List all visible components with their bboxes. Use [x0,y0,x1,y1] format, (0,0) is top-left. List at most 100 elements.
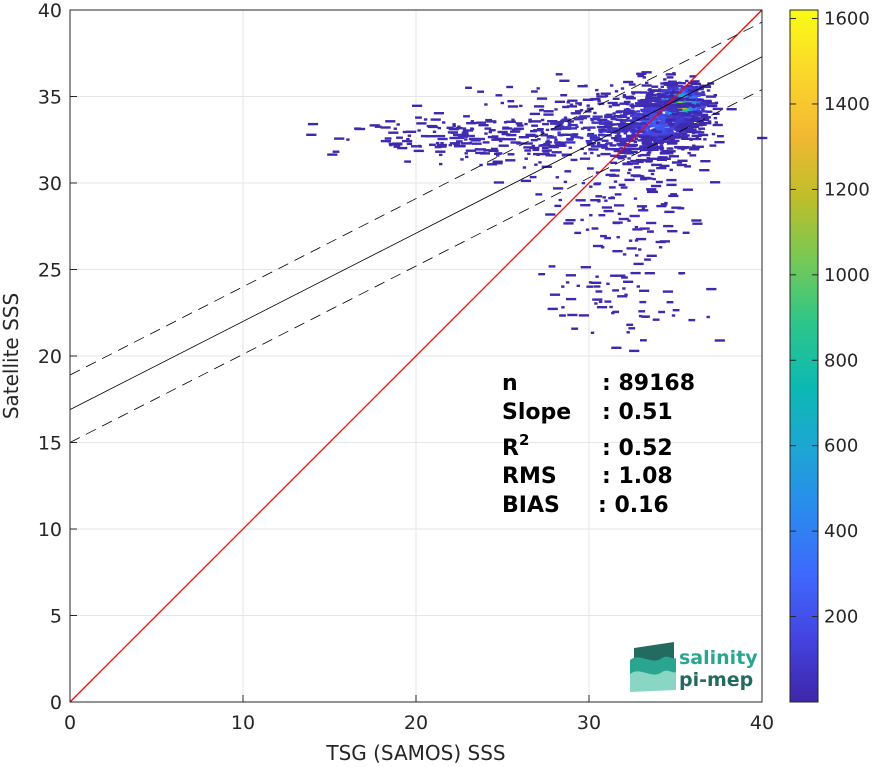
density-cell [601,246,605,249]
density-cell [492,160,503,163]
y-tick-label: 0 [50,692,62,714]
density-cell [559,314,566,317]
density-cell [501,132,509,136]
density-cell [618,217,629,221]
density-cell [449,142,460,145]
density-cell [434,145,442,149]
density-cell [464,138,468,141]
density-cell [701,91,705,94]
density-cell [709,144,717,147]
density-cell [604,300,612,303]
density-cell [691,219,702,222]
density-cell [484,132,488,135]
density-cell [689,148,700,151]
density-cell [406,137,410,141]
density-cell [516,142,527,145]
density-cell [478,124,489,127]
density-cell [643,110,654,114]
density-cell [691,137,702,141]
density-cell [465,149,476,152]
density-cell [561,154,566,157]
density-cell [636,285,640,288]
density-cell [623,111,634,115]
density-cell [692,111,703,115]
density-cell [619,141,627,145]
density-cell [448,128,459,131]
density-cell [636,110,640,113]
density-cell [486,163,498,166]
density-cell [627,171,631,175]
density-cell [701,113,708,117]
density-cell [671,112,679,116]
density-cell [695,105,706,109]
density-cell [602,125,613,129]
line-regression-upper [69,21,763,376]
density-cell [641,84,652,87]
density-cell [439,162,443,166]
density-cell [415,116,422,119]
density-cell [622,95,633,99]
density-cell [643,125,651,128]
density-cell [483,149,494,152]
density-cell [523,146,534,149]
density-cell [507,105,519,108]
density-cell [606,120,610,123]
density-cell [682,118,687,121]
density-cell [654,147,665,150]
density-cell [446,126,454,129]
density-cell [607,128,612,132]
density-cell [645,177,653,180]
density-cell [442,121,446,124]
density-cell [676,112,687,115]
density-cell [630,104,641,108]
density-cell [457,125,461,129]
density-cell [520,179,531,183]
density-cell [612,310,620,314]
density-cell [651,146,655,149]
density-cell [670,92,674,96]
density-cell [611,123,622,126]
density-cell [655,116,659,119]
stat-n-value: : 89168 [602,371,695,396]
density-cell [568,146,572,149]
density-cell [705,95,717,98]
density-cell [655,115,663,119]
density-cell [524,122,528,126]
density-cell [694,131,705,134]
density-cell [640,153,651,157]
logo-wave-icon [630,642,676,692]
density-cell [614,204,625,207]
density-cell [627,157,631,160]
density-cell [407,134,412,137]
density-cell [334,137,345,140]
density-cell [668,111,673,115]
stat-r2-label: R2 [502,431,529,461]
y-tick-label: 15 [38,433,62,455]
density-cell [542,150,550,153]
density-cell [652,177,656,181]
density-cell [642,146,646,150]
density-cell [574,231,582,235]
density-cell [666,76,674,79]
density-cell [460,142,471,145]
density-cell [691,105,696,109]
density-cell [707,102,718,105]
colorbar-tick-label: 200 [824,607,858,628]
density-cell [590,331,595,334]
density-cell [668,125,676,128]
density-cell [658,246,663,249]
density-cell [616,110,627,113]
density-cell [660,82,668,85]
density-cell [615,139,626,143]
y-axis-label: Satellite SSS [0,293,23,419]
density-cell [493,181,504,184]
density-cell [620,126,631,129]
density-cell [612,112,616,115]
density-cell [636,160,644,164]
density-cell [617,212,622,215]
density-cell [608,196,615,200]
density-cell [553,187,564,190]
density-cell [656,132,661,136]
density-cell [651,184,662,188]
